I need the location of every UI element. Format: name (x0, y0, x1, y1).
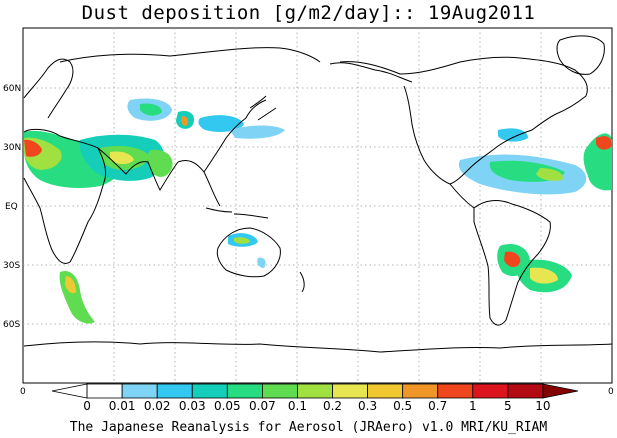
colorbar-swatch (472, 383, 509, 399)
lat-label-eq: EQ (5, 202, 18, 212)
colorbar: 0 0.01 0.02 0.03 0.05 0.07 0.1 0.2 0.3 0.5 0.7 1 5 10 (51, 383, 579, 413)
colorbar-swatch (367, 383, 404, 399)
colorbar-swatch (261, 383, 298, 399)
southern-africa-dust (59, 270, 95, 324)
colorbar-low-arrow (51, 383, 88, 399)
colorbar-tick-label: 0.5 (393, 399, 412, 413)
colorbar-swatch (437, 383, 474, 399)
colorbar-high-arrow (542, 383, 579, 399)
colorbar-tick-label: 0.1 (288, 399, 307, 413)
colorbar-tick-label: 1 (469, 399, 477, 413)
colorbar-tick-label: 0.03 (179, 399, 206, 413)
graticule (23, 28, 612, 383)
colorbar-tick-label: 0.02 (144, 399, 171, 413)
left-edge-label: 0 (20, 387, 26, 397)
colorbar-swatch (402, 383, 439, 399)
colorbar-tick-label: 0.05 (214, 399, 241, 413)
lat-label-60s: 60S (3, 320, 20, 330)
map-title: Dust deposition [g/m2/day]:: 19Aug2011 (81, 2, 536, 24)
colorbar-swatch (191, 383, 228, 399)
colorbar-swatch (507, 383, 544, 399)
colorbar-tick-label: 5 (504, 399, 512, 413)
lat-label-30s: 30S (3, 261, 20, 271)
colorbar-swatch (332, 383, 368, 399)
colorbar-tick-label: 0.01 (109, 399, 136, 413)
coastlines (23, 35, 613, 353)
colorbar-tick-label: 0.7 (428, 399, 447, 413)
colorbar-tick-label: 0.07 (249, 399, 276, 413)
colorbar-tick-label: 0.3 (358, 399, 377, 413)
footer-credit: The Japanese Reanalysis for Aerosol (JRA… (69, 420, 548, 435)
dust-field (24, 98, 612, 324)
colorbar-swatch (86, 383, 123, 399)
colorbar-swatch (297, 383, 333, 399)
colorbar-swatch (121, 383, 158, 399)
lat-label-30n: 30N (3, 143, 21, 153)
colorbar-tick-label: 10 (535, 399, 550, 413)
right-edge-label: 0 (608, 387, 614, 397)
map-frame (22, 27, 613, 384)
colorbar-tick-label: 0 (83, 399, 91, 413)
colorbar-swatch (226, 383, 263, 399)
colorbar-tick-label: 0.2 (323, 399, 342, 413)
colorbar-swatch (156, 383, 193, 399)
lat-label-60n: 60N (3, 84, 21, 94)
gobi-dust (198, 115, 244, 132)
